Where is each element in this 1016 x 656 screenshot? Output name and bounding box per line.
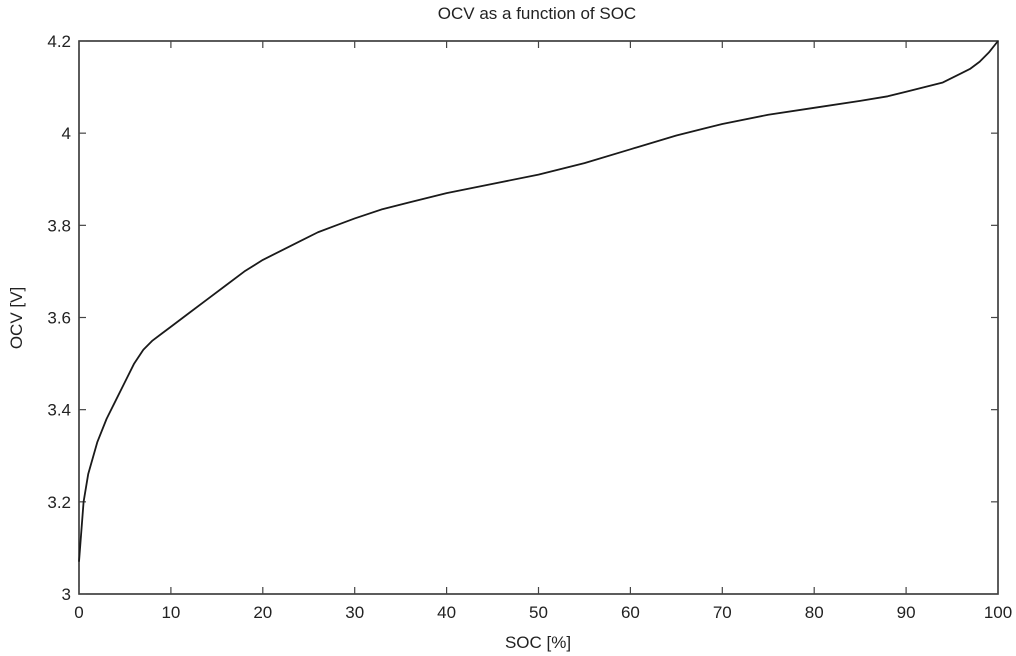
x-tick-label: 20 xyxy=(253,603,272,622)
y-axis: 3 3.2 3.4 3.6 3.8 4 4.2 xyxy=(47,32,998,604)
y-tick-label: 3 xyxy=(62,585,71,604)
x-tick-label: 90 xyxy=(897,603,916,622)
x-tick-label: 70 xyxy=(713,603,732,622)
y-axis-label: OCV [V] xyxy=(7,287,26,349)
y-tick-label: 3.4 xyxy=(47,401,71,420)
y-tick-label: 3.6 xyxy=(47,309,71,328)
x-tick-label: 10 xyxy=(161,603,180,622)
y-tick-label: 3.2 xyxy=(47,493,71,512)
x-axis: 0 10 20 30 40 50 60 70 80 90 100 xyxy=(74,41,1012,622)
x-tick-label: 40 xyxy=(437,603,456,622)
x-tick-label: 30 xyxy=(345,603,364,622)
y-tick-label: 4 xyxy=(62,124,71,143)
x-tick-label: 0 xyxy=(74,603,83,622)
chart-title: OCV as a function of SOC xyxy=(438,4,636,23)
x-tick-label: 50 xyxy=(529,603,548,622)
x-tick-label: 100 xyxy=(984,603,1012,622)
y-tick-label: 3.8 xyxy=(47,216,71,235)
x-axis-label: SOC [%] xyxy=(505,633,571,652)
x-tick-label: 80 xyxy=(805,603,824,622)
x-tick-label: 60 xyxy=(621,603,640,622)
series-line xyxy=(78,40,999,562)
y-tick-label: 4.2 xyxy=(47,32,71,51)
plot-area-frame xyxy=(78,40,999,595)
